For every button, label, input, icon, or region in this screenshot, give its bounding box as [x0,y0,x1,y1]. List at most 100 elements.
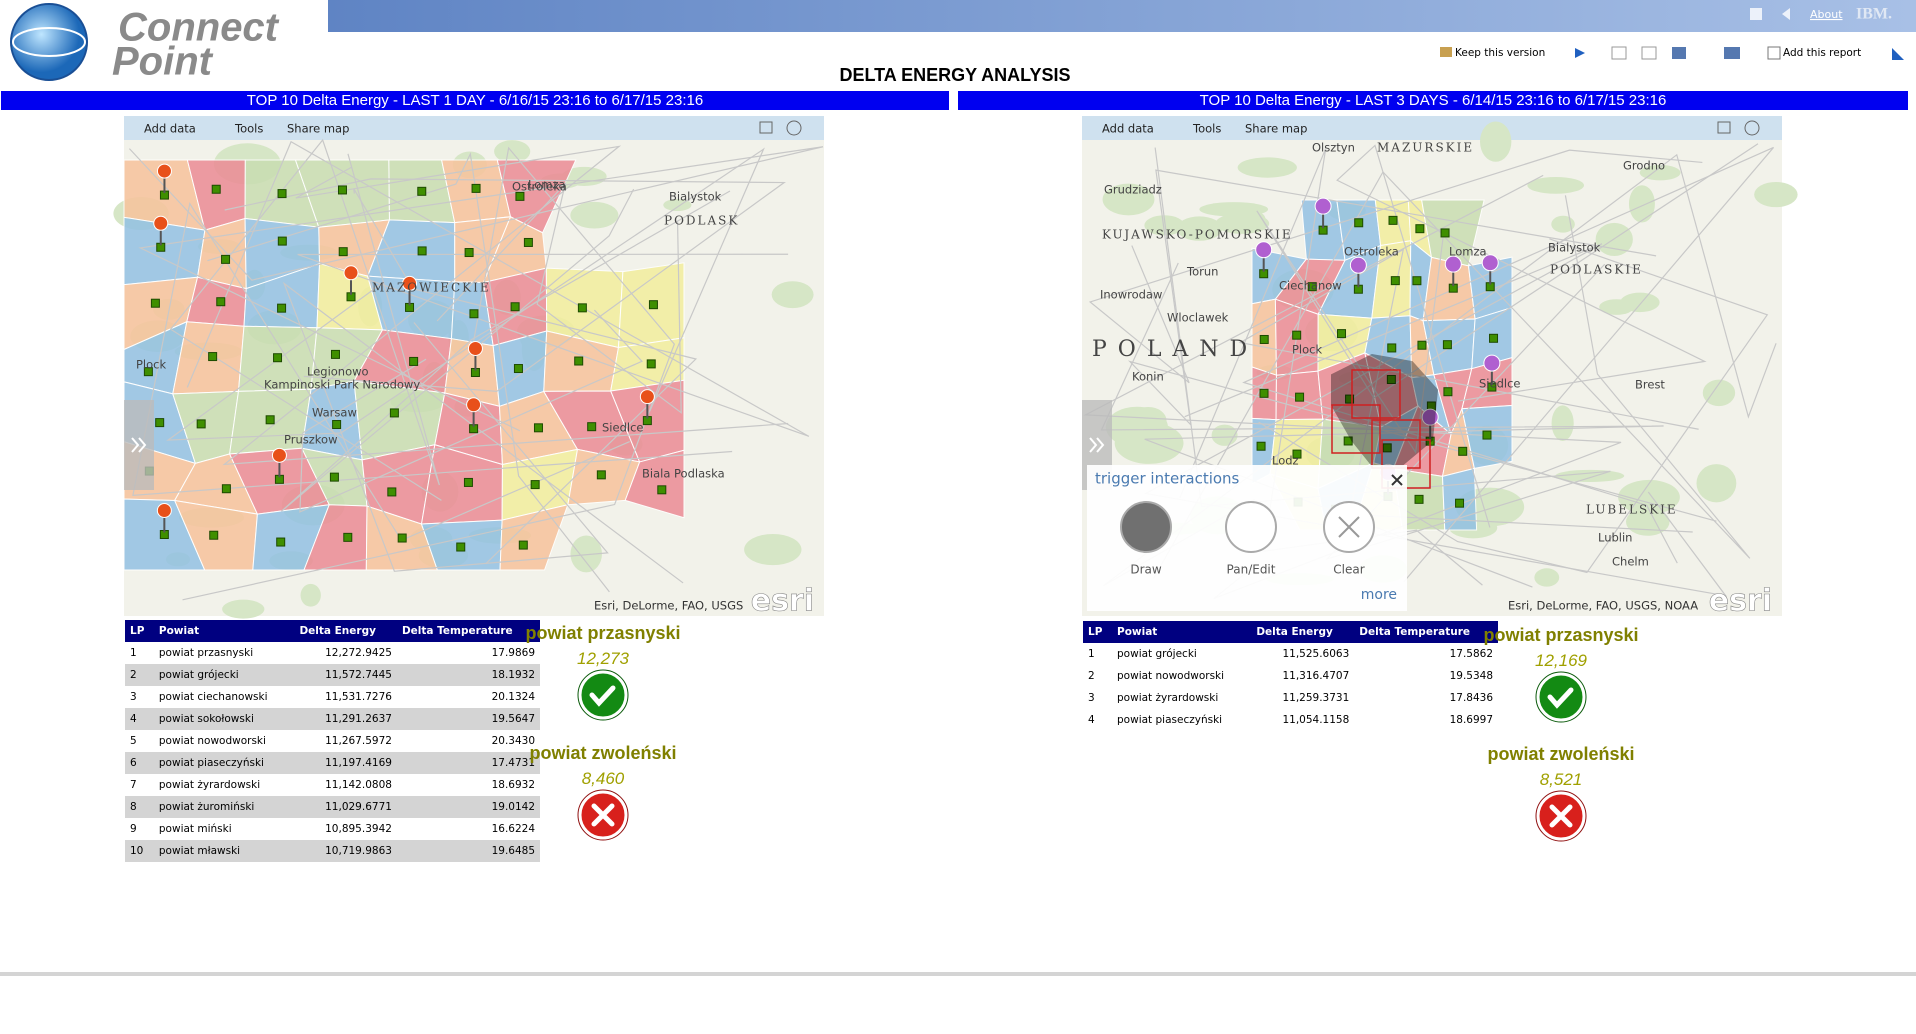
tool-icon[interactable] [1611,46,1627,60]
centroid-marker [510,302,520,312]
centroid-marker [1354,218,1364,228]
table-cell: 4 [1088,714,1095,726]
centroid-marker [469,309,479,319]
map-tool[interactable]: Add data [1102,122,1154,136]
centroid-marker [338,247,348,257]
column-header: Delta Temperature [1354,621,1498,643]
tool-icon[interactable] [1672,47,1686,59]
map-icon [759,121,773,134]
map-tool[interactable]: Tools [234,122,263,136]
logo-globe [10,3,88,81]
map-toolbar [124,116,824,140]
trigger-more[interactable]: more [1361,587,1397,603]
centroid-marker [530,480,540,490]
forest [1551,405,1574,442]
district [499,504,569,571]
help-icon[interactable] [786,120,802,136]
centroid-marker [523,237,533,247]
keep-version[interactable]: Keep this version [1455,47,1545,59]
map-label: Ciechanow [1279,279,1342,293]
table-cell: 11,267.5972 [325,735,392,747]
trigger-tool[interactable] [1225,501,1277,553]
corner-icon[interactable] [1892,48,1904,60]
pin[interactable] [467,340,483,356]
table-row: 8 powiat żuromiński 11,029.6771 19.0142 [125,796,540,818]
centroid-marker [155,418,165,428]
centroid-marker [1382,443,1392,453]
help-icon[interactable] [1744,120,1760,136]
district [624,449,685,519]
home-icon[interactable] [1750,8,1762,20]
centroid-marker [1295,392,1305,402]
centroid-marker [464,248,474,258]
table-cell: 10,719.9863 [325,845,392,857]
centroid-marker [196,419,206,429]
pin[interactable] [1314,197,1332,215]
kpi-status-ring [1535,790,1587,842]
kpi-status-mark [1547,687,1574,709]
table-cell: 18.1932 [491,669,535,681]
pin[interactable] [271,447,287,463]
forest [1199,202,1269,217]
pin[interactable] [153,215,169,231]
table-row: 6 powiat piaseczyński 11,197.4169 17.4731 [125,752,540,774]
add-report[interactable]: Add this report [1783,47,1861,59]
add-icon [1767,46,1781,60]
road [128,146,824,432]
map-tool[interactable]: Add data [144,122,196,136]
table-cell: 11,054.1158 [1282,714,1350,726]
forest [1114,422,1184,464]
pin[interactable] [156,163,172,179]
table-cell: 9 [130,823,137,835]
map-tool[interactable]: Tools [1192,122,1221,136]
pin[interactable] [156,503,172,519]
pin[interactable] [1349,256,1367,274]
centroid-marker [208,352,218,362]
pin[interactable] [1481,254,1499,272]
centroid-marker [1256,441,1266,451]
forest [570,535,602,573]
tool-icon[interactable] [1724,47,1740,59]
map-attribution: Esri, DeLorme, FAO, USGS [594,599,743,613]
centroid-marker [143,367,153,377]
pin[interactable] [1444,255,1462,273]
table-cell: 19.6485 [491,845,535,857]
map-label: Ostroleka [1344,245,1399,259]
pin[interactable] [466,397,482,413]
trigger-close[interactable] [1391,474,1403,486]
trigger-tool[interactable] [1120,501,1172,553]
pin[interactable] [402,275,418,291]
forest [1102,183,1155,216]
table-cell: powiat miński [158,823,232,835]
pin[interactable] [343,265,359,281]
kpi-status-ring [577,669,629,721]
pin[interactable] [639,389,655,405]
centroid-marker [329,472,339,482]
pin[interactable] [1255,241,1273,259]
road [282,281,684,584]
map-label: PODLASKIE [1550,263,1643,277]
map-label: Siedlce [602,421,643,435]
map-tool[interactable]: Share map [1245,122,1307,136]
about-link[interactable]: About [1810,8,1843,21]
pin[interactable] [1483,354,1501,372]
centroid-marker [1388,215,1398,225]
logo-text: Connect [118,6,280,50]
table-cell: 11,029.6771 [325,801,392,813]
table-cell: 11,197.4169 [325,757,392,769]
table-cell: powiat ciechanowski [158,691,268,703]
road [281,188,731,512]
map-tool[interactable]: Share map [287,122,349,136]
map-label: Grodno [1623,159,1665,173]
logo-ring [12,27,86,57]
map-label: Pruszkow [284,433,337,447]
forest [1754,181,1798,208]
back-icon[interactable] [1782,8,1790,20]
pin[interactable] [1421,408,1439,426]
road [169,138,442,501]
tool-icon[interactable] [1641,46,1657,60]
run-icon[interactable] [1575,48,1585,58]
map-label: MAZURSKIE [1377,141,1474,155]
